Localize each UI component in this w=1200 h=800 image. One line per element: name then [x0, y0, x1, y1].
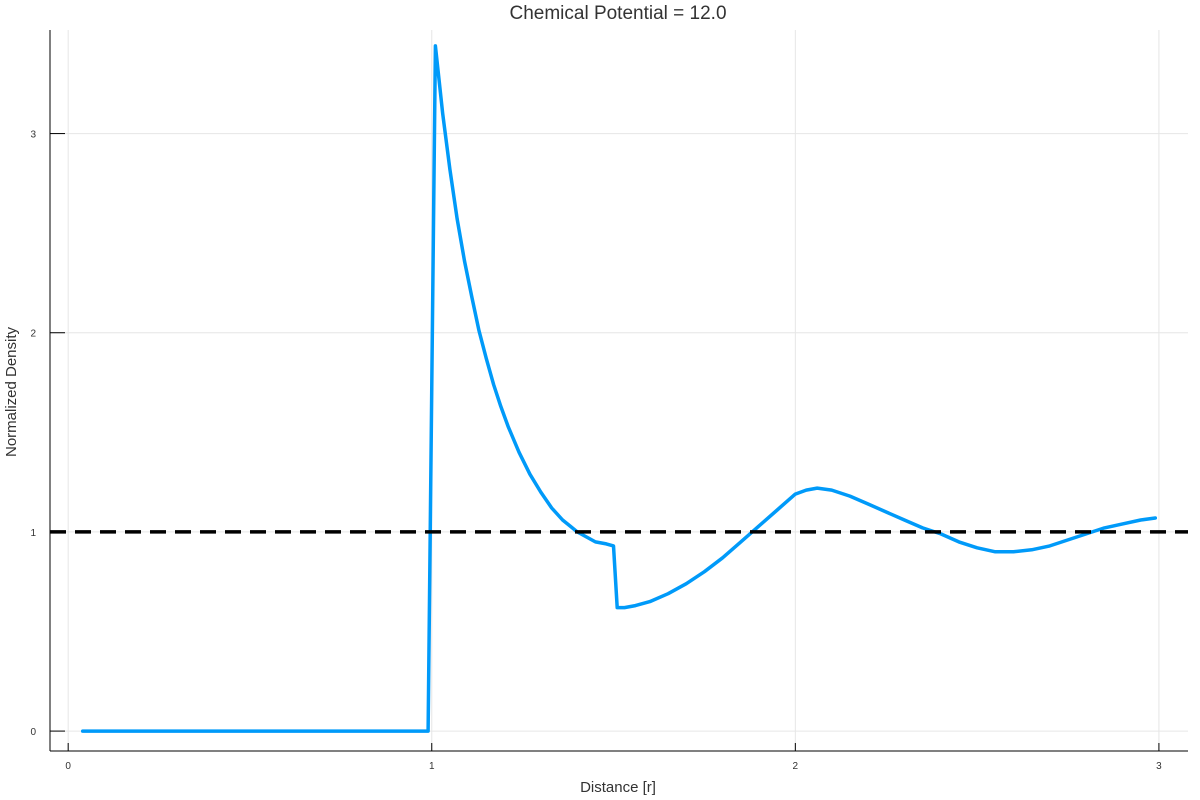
x-tick-label: 3 [1156, 761, 1162, 772]
x-tick-label: 1 [429, 761, 435, 772]
grid [50, 30, 1188, 751]
density-series-line [80, 44, 1158, 733]
x-axis-label: Distance [r] [580, 779, 656, 796]
ticks: 0 1 2 3 0 1 2 3 [30, 130, 1162, 772]
y-tick-label: 3 [30, 130, 36, 141]
y-axis-label: Normalized Density [3, 326, 20, 457]
axes [49, 30, 1188, 752]
y-tick-label: 0 [30, 727, 36, 738]
x-tick-label: 0 [65, 761, 71, 772]
chart-title: Chemical Potential = 12.0 [509, 3, 726, 24]
x-tick-label: 2 [793, 761, 799, 772]
plot-area [50, 44, 1188, 733]
y-tick-label: 1 [30, 528, 36, 539]
y-tick-label: 2 [30, 329, 36, 340]
